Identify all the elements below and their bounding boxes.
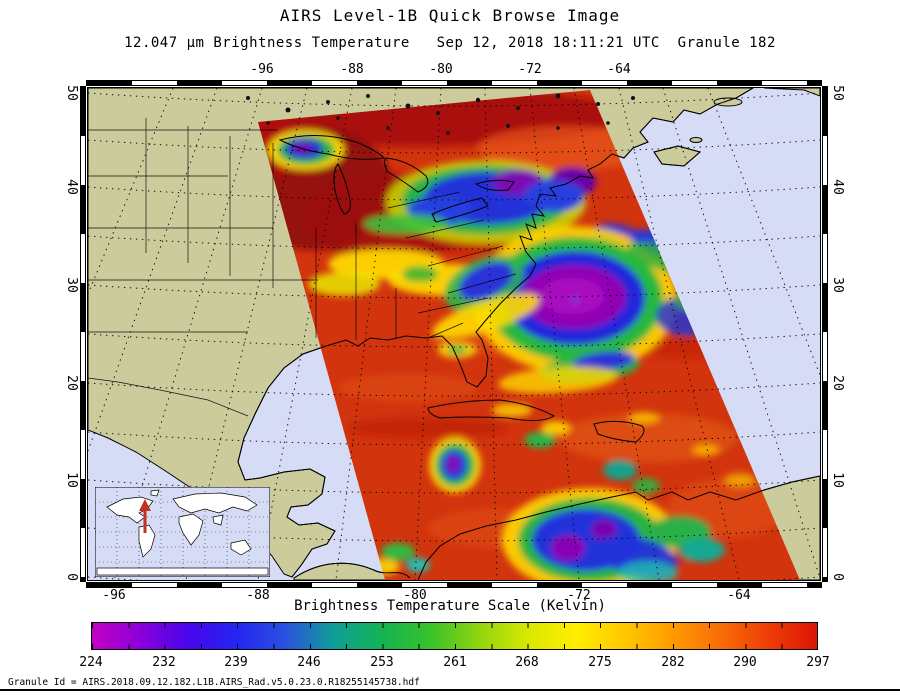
lon-tick-label-bottom: -64 (727, 588, 751, 603)
colorbar-title: Brightness Temperature Scale (Kelvin) (294, 598, 606, 614)
lat-tick-label-left: 20 (64, 375, 79, 391)
page-title: AIRS Level-1B Quick Browse Image (279, 6, 621, 25)
colorbar-tick-label: 224 (79, 655, 103, 670)
bottom-border-line (0, 689, 900, 691)
locator-arrow-icon (139, 499, 151, 533)
coastline-overlay (88, 88, 820, 580)
lon-tick-label-top: -80 (429, 62, 453, 77)
inset-continents (96, 489, 269, 576)
lon-tick-label-bottom: -80 (403, 588, 427, 603)
lat-tick-label-left: 30 (64, 277, 79, 293)
lat-tick-label-right: 20 (830, 375, 845, 391)
canada-lake-specks (246, 93, 635, 135)
map-border-zebra-top (86, 80, 822, 86)
lat-tick-label-right: 40 (830, 179, 845, 195)
colorbar-gradient (91, 622, 818, 650)
lon-tick-label-top: -88 (340, 62, 364, 77)
state-borders (88, 118, 517, 417)
figure-subtitle: 12.047 μm Brightness Temperature Sep 12,… (124, 35, 776, 51)
colorbar-tick-label: 246 (297, 655, 321, 670)
colorbar-tick-label: 268 (515, 655, 539, 670)
colorbar-tick-label: 282 (661, 655, 685, 670)
lat-tick-label-right: 50 (830, 85, 845, 101)
graticule (88, 88, 820, 580)
map-border-zebra-right (822, 86, 828, 582)
colorbar-tick-label: 297 (806, 655, 830, 670)
colorbar-tick-label: 253 (370, 655, 394, 670)
granule-id-text: Granule Id = AIRS.2018.09.12.182.L1B.AIR… (8, 677, 420, 688)
lon-tick-label-top: -72 (518, 62, 542, 77)
satellite-swath (258, 90, 800, 580)
lat-tick-label-right: 0 (830, 573, 845, 581)
lon-tick-label-top: -96 (250, 62, 274, 77)
colorbar-tick-marks-top (92, 623, 817, 628)
map-border-zebra-left (80, 86, 86, 582)
lon-tick-label-top: -64 (607, 62, 631, 77)
lat-tick-label-left: 0 (64, 573, 79, 581)
hurricane-florence (473, 226, 677, 374)
lat-tick-label-right: 30 (830, 277, 845, 293)
colorbar-tick-label: 239 (224, 655, 248, 670)
lat-tick-label-right: 10 (830, 472, 845, 488)
lon-tick-label-bottom: -72 (567, 588, 591, 603)
colorbar-tick-label: 232 (152, 655, 176, 670)
world-inset (95, 487, 270, 577)
colorbar-tick-marks-bottom (92, 644, 817, 649)
lat-tick-label-left: 50 (64, 85, 79, 101)
lon-tick-label-bottom: -96 (102, 588, 126, 603)
lon-tick-label-bottom: -88 (246, 588, 270, 603)
colorbar-tick-label: 290 (733, 655, 757, 670)
lat-tick-label-left: 40 (64, 179, 79, 195)
colorbar-tick-label: 261 (443, 655, 467, 670)
lat-tick-label-left: 10 (64, 472, 79, 488)
colorbar-tick-label: 275 (588, 655, 612, 670)
map-border-zebra-bottom (86, 582, 822, 588)
